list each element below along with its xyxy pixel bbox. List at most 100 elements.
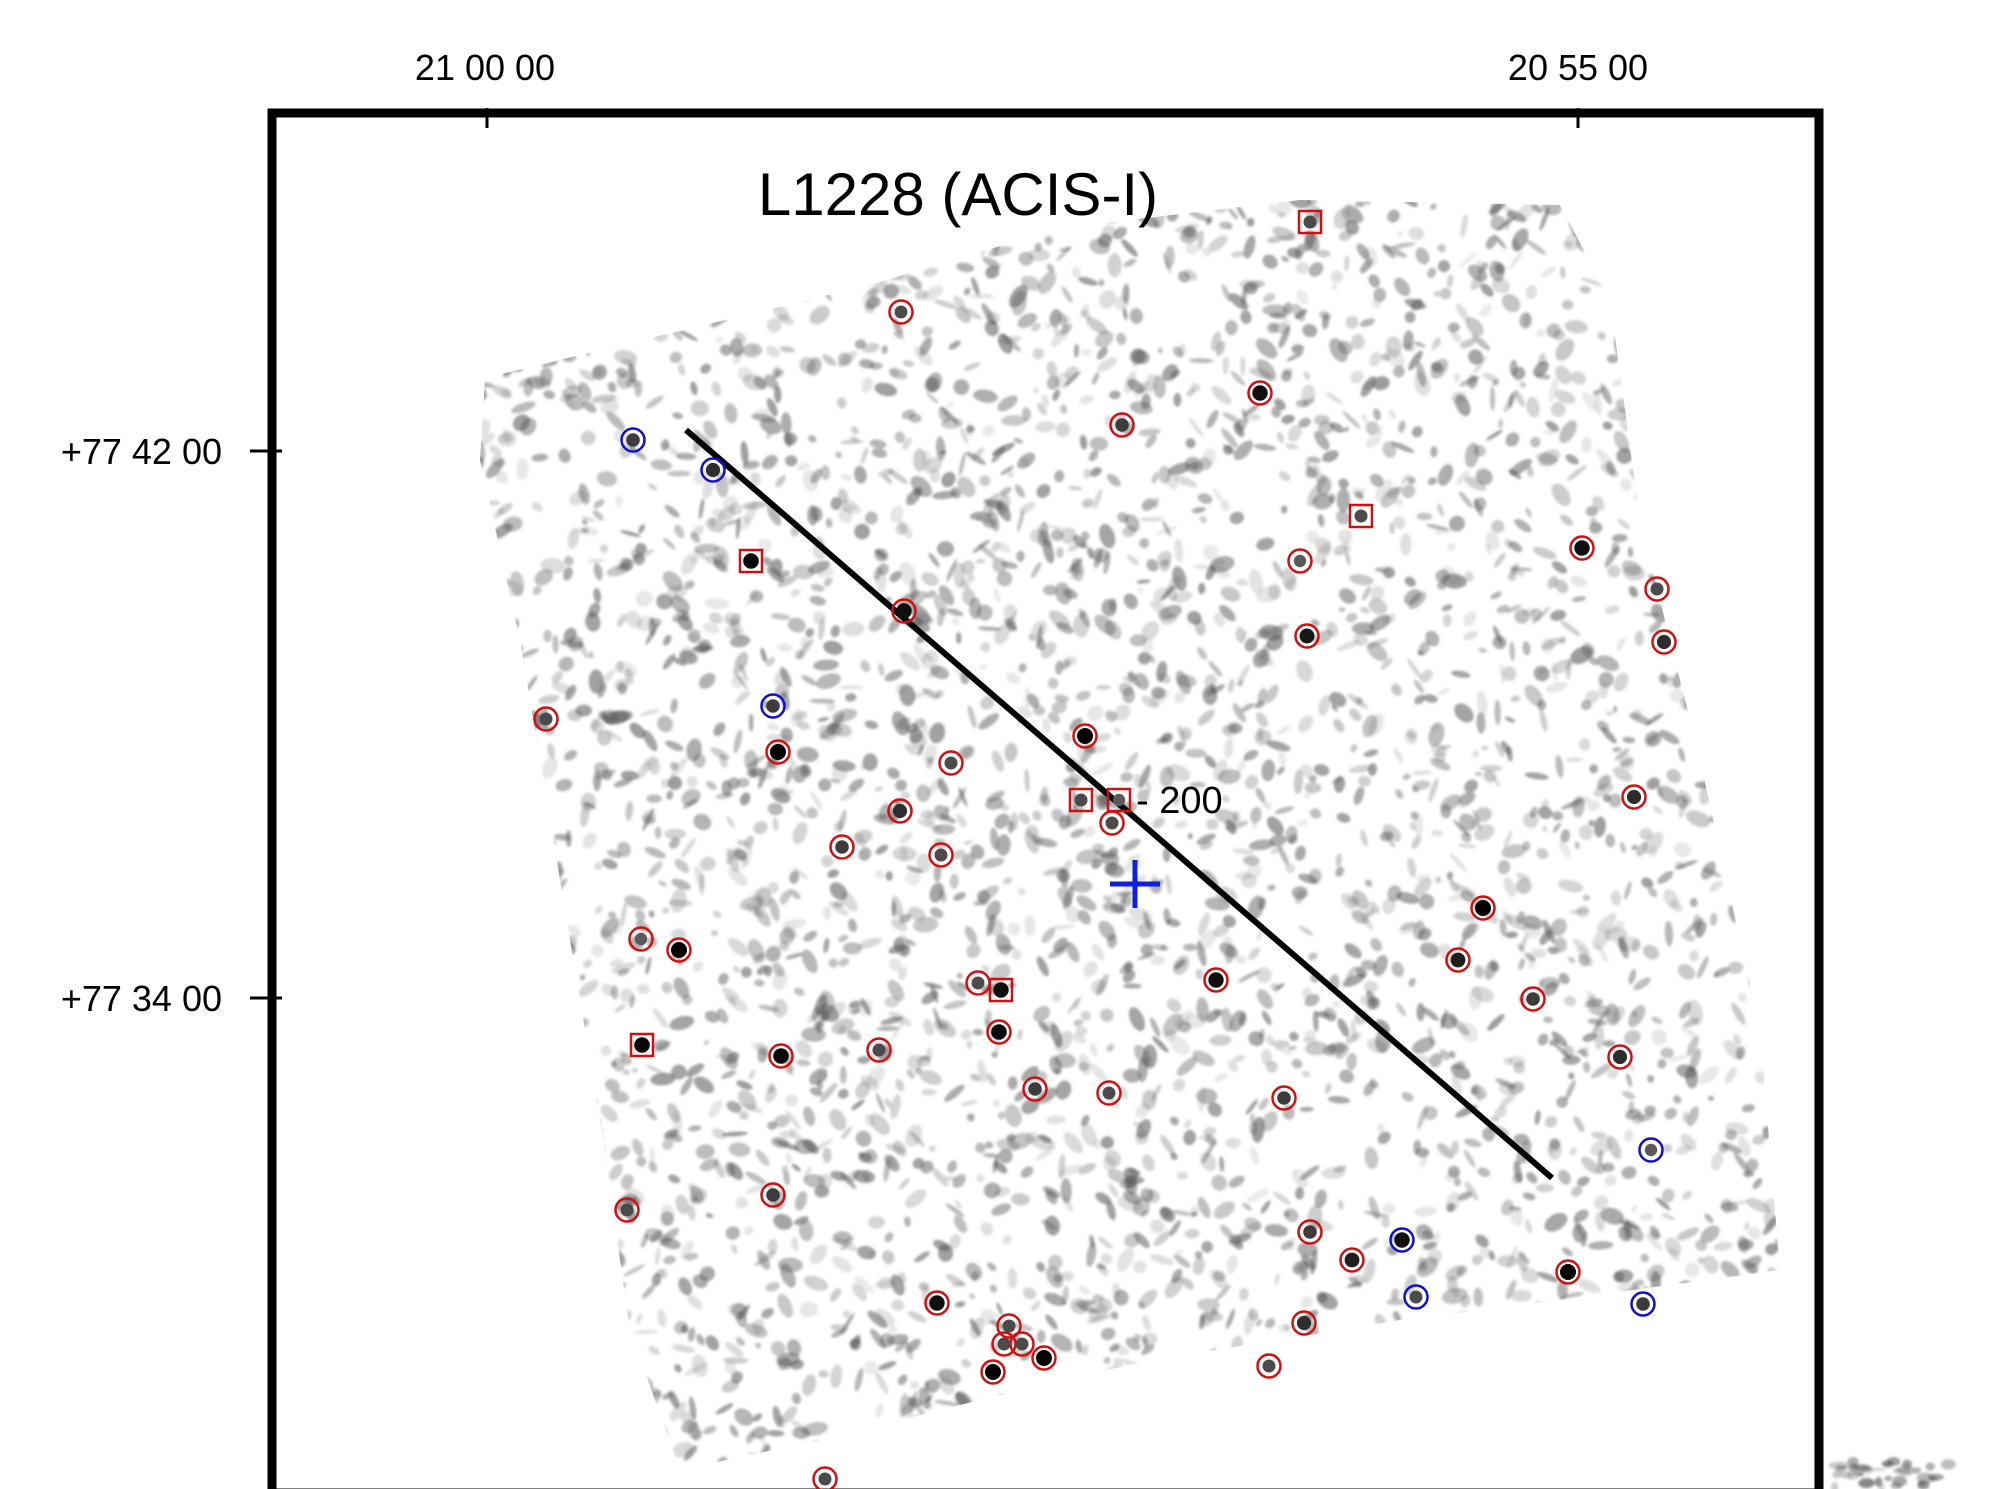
noise-blob (1734, 795, 1742, 805)
source-red-circle-marker (1621, 784, 1647, 810)
noise-blob (534, 568, 553, 586)
noise-blob (1589, 764, 1599, 774)
noise-blob (1685, 358, 1695, 374)
noise-blob (1081, 309, 1092, 320)
noise-blob (1229, 1233, 1252, 1244)
noise-blob (1626, 347, 1632, 358)
noise-blob (648, 861, 663, 878)
noise-blob (1221, 284, 1231, 302)
circle-marker-icon (829, 834, 855, 860)
noise-blob (588, 602, 601, 618)
noise-blob (1244, 637, 1258, 652)
noise-blob (1417, 1257, 1427, 1266)
noise-blob (1704, 1213, 1714, 1224)
noise-blob (620, 770, 639, 781)
noise-blob (817, 1051, 834, 1067)
noise-blob (1285, 863, 1296, 874)
noise-blob (1038, 271, 1057, 294)
noise-blob (1364, 1147, 1379, 1170)
noise-blob (1210, 1348, 1219, 1360)
noise-blob (1497, 1255, 1519, 1267)
noise-blob (1289, 1031, 1299, 1042)
stray-noise (1828, 1457, 1956, 1489)
noise-blob (871, 448, 888, 458)
noise-blob (804, 227, 811, 252)
noise-blob (1142, 1154, 1155, 1172)
noise-blob (480, 278, 482, 290)
noise-blob (1269, 312, 1287, 319)
noise-blob (1205, 565, 1216, 581)
noise-blob (1044, 236, 1053, 245)
circle-marker-icon (986, 1019, 1012, 1045)
noise-blob (1036, 1146, 1056, 1161)
noise-blob (1112, 1457, 1122, 1466)
noise-blob (1184, 456, 1204, 474)
noise-blob (925, 811, 936, 824)
noise-blob (884, 1098, 892, 1108)
noise-blob (503, 335, 512, 344)
noise-blob (1408, 350, 1423, 371)
noise-blob (1153, 1230, 1172, 1247)
noise-blob (1446, 871, 1454, 881)
noise-blob (1272, 226, 1297, 241)
noise-blob (678, 330, 698, 341)
noise-blob (480, 925, 488, 946)
noise-blob (1172, 591, 1193, 603)
noise-blob (838, 934, 849, 943)
noise-blob (1573, 1116, 1585, 1133)
noise-blob (1063, 731, 1073, 744)
noise-blob (996, 1302, 1003, 1315)
noise-blob (1786, 254, 1805, 271)
noise-blob (1459, 252, 1477, 268)
noise-blob (1745, 218, 1763, 237)
noise-blob (578, 255, 595, 278)
noise-blob (1561, 1436, 1576, 1449)
noise-blob (874, 382, 898, 397)
noise-blob (796, 720, 810, 730)
noise-blob (480, 1173, 485, 1181)
noise-blob (1027, 693, 1040, 709)
noise-blob (1744, 810, 1757, 824)
noise-blob (1643, 371, 1655, 386)
noise-blob (480, 625, 485, 637)
noise-blob (485, 1068, 501, 1094)
noise-blob (1081, 1344, 1089, 1356)
noise-blob (1094, 1449, 1120, 1468)
noise-blob (1644, 1105, 1656, 1115)
noise-blob (1702, 575, 1711, 583)
noise-blob (875, 1092, 885, 1113)
noise-blob (1765, 1243, 1778, 1256)
noise-blob (1590, 1139, 1612, 1156)
noise-blob (1125, 1368, 1139, 1388)
noise-blob (1437, 260, 1451, 273)
noise-blob (895, 1079, 905, 1092)
noise-blob (692, 1274, 708, 1289)
noise-blob (1725, 1067, 1737, 1084)
noise-blob (1266, 1035, 1275, 1046)
noise-blob (1007, 470, 1014, 479)
noise-blob (739, 663, 749, 682)
noise-blob (1746, 1402, 1756, 1415)
noise-blob (584, 1402, 597, 1415)
noise-blob (1675, 217, 1689, 240)
noise-blob (625, 294, 634, 314)
noise-blob (1681, 575, 1698, 592)
noise-blob (969, 1293, 976, 1300)
noise-blob (1779, 884, 1780, 900)
noise-blob (1688, 200, 1701, 219)
noise-blob (830, 1170, 848, 1181)
noise-blob (1744, 1222, 1750, 1230)
noise-blob (1632, 709, 1642, 719)
noise-blob (590, 268, 600, 277)
noise-blob (464, 412, 480, 421)
noise-blob (460, 1461, 470, 1478)
noise-blob (1113, 1289, 1129, 1306)
noise-blob (704, 235, 719, 252)
noise-blob (979, 475, 991, 486)
noise-blob (785, 952, 804, 960)
noise-blob (617, 682, 627, 695)
noise-blob (1767, 537, 1780, 559)
noise-blob (884, 669, 903, 682)
noise-blob (616, 373, 632, 390)
noise-blob (617, 841, 631, 858)
